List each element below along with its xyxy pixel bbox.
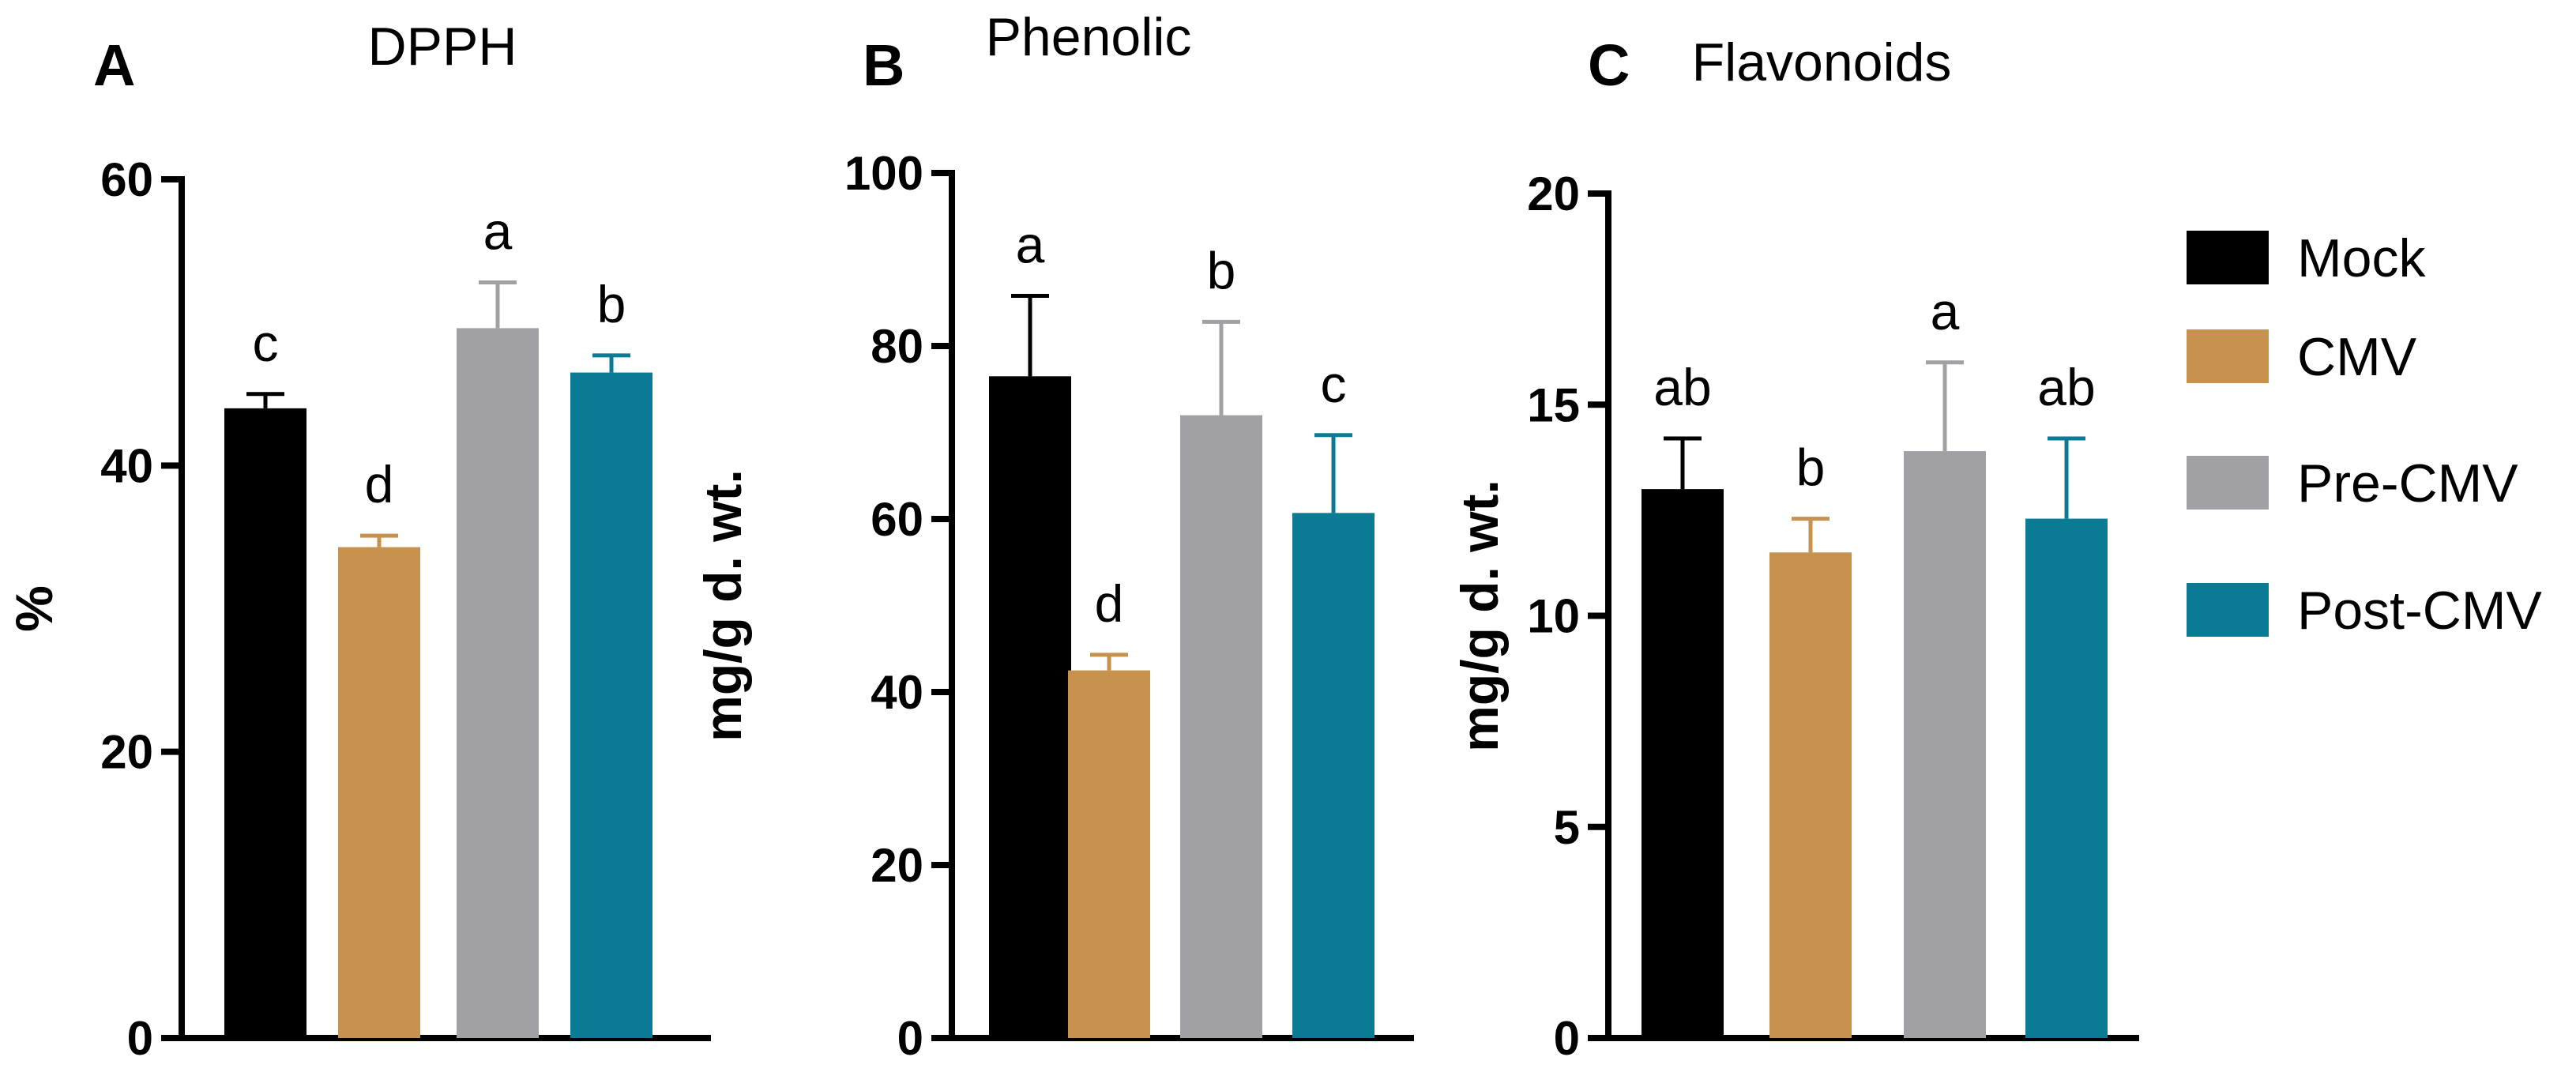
significance-letter: c [253, 314, 279, 372]
y-tick-label: 15 [1527, 378, 1580, 431]
chart-title: Phenolic [986, 7, 1192, 67]
y-tick-label: 0 [1554, 1012, 1580, 1065]
legend-label: Post-CMV [2297, 581, 2542, 641]
panel-a: A DPPH 0 20 40 60% c d a b [5, 17, 711, 1065]
legend-swatch [2187, 583, 2269, 637]
y-tick-label: 10 [1527, 590, 1580, 643]
y-axis-label: mg/g d. wt. [1450, 480, 1509, 752]
y-tick-label: 60 [100, 153, 153, 206]
significance-letter: c [1321, 355, 1347, 413]
panel-c: C Flavonoids 0 5 10 15 20 mg/g d. wt. ab b a ab [1450, 32, 2139, 1065]
legend: Mock CMV Pre-CMV Post-CMV [2187, 228, 2542, 641]
bar-mock [1641, 489, 1724, 1038]
y-tick-label: 0 [127, 1012, 153, 1065]
y-axis-label: % [5, 585, 63, 632]
significance-letter: ab [2037, 358, 2095, 416]
bar-pre-cmv [1904, 451, 1986, 1038]
chart-title: Flavonoids [1692, 32, 1952, 92]
y-tick-label: 0 [897, 1012, 923, 1065]
y-tick-label: 40 [100, 439, 153, 492]
legend-swatch [2187, 456, 2269, 510]
bar-cmv [338, 547, 420, 1038]
panel-letter: A [93, 32, 135, 98]
y-tick-label: 60 [871, 493, 923, 546]
y-tick-label: 20 [1527, 167, 1580, 220]
significance-letter: ab [1653, 358, 1711, 416]
significance-letter: b [597, 275, 626, 333]
bar-mock [224, 408, 306, 1038]
y-tick-label: 80 [871, 320, 923, 373]
legend-label: Mock [2297, 228, 2426, 288]
significance-letter: d [1095, 574, 1124, 633]
significance-letter: a [483, 201, 513, 260]
bar-mock [989, 376, 1071, 1038]
panel-b: B Phenolic 0 20 40 60 80 100 mg/g d. wt. a d b c [694, 7, 1414, 1065]
y-axis-label: mg/g d. wt. [694, 469, 752, 742]
y-tick-label: 40 [871, 666, 923, 719]
y-tick-label: 20 [100, 726, 153, 779]
legend-swatch [2187, 329, 2269, 383]
panel-letter: C [1588, 32, 1630, 98]
legend-swatch [2187, 231, 2269, 284]
legend-label: CMV [2297, 327, 2417, 387]
significance-letter: a [1016, 215, 1045, 273]
bar-cmv [1068, 670, 1150, 1038]
chart-title: DPPH [368, 17, 517, 77]
significance-letter: b [1207, 241, 1236, 299]
bar-post-cmv [2025, 518, 2108, 1038]
y-tick-label: 5 [1554, 801, 1580, 854]
bar-post-cmv [1292, 513, 1374, 1038]
bar-pre-cmv [457, 328, 539, 1038]
bar-pre-cmv [1180, 415, 1262, 1038]
bar-post-cmv [570, 372, 652, 1038]
bar-cmv [1769, 552, 1852, 1038]
y-tick-label: 20 [871, 839, 923, 892]
significance-letter: d [365, 455, 394, 513]
panel-letter: B [863, 32, 904, 98]
y-tick-label: 100 [844, 147, 923, 200]
legend-label: Pre-CMV [2297, 453, 2518, 513]
significance-letter: a [1931, 282, 1960, 340]
significance-letter: b [1796, 438, 1826, 497]
